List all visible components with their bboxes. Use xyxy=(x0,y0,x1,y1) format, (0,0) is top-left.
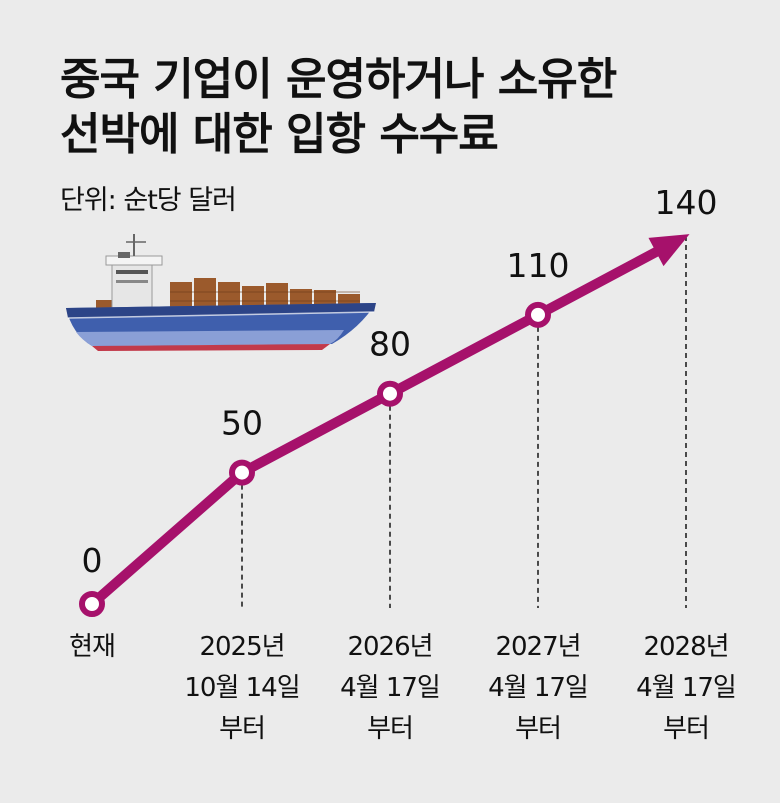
x-tick-label: 2025년 xyxy=(199,632,284,662)
arrowhead-icon xyxy=(648,234,690,267)
x-tick-label: 2027년 xyxy=(495,632,580,662)
chart-title-line-2: 선박에 대한 입항 수수료 xyxy=(60,109,499,160)
data-point xyxy=(377,380,403,407)
data-point xyxy=(229,459,255,486)
chart-title: 중국 기업이 운영하거나 소유한 선박에 대한 입항 수수료 xyxy=(60,52,617,162)
x-tick-label: 2028년 xyxy=(643,632,728,662)
data-label: 80 xyxy=(369,325,411,364)
data-label: 140 xyxy=(655,183,718,222)
chart-title-line-1: 중국 기업이 운영하거나 소유한 xyxy=(60,54,617,105)
x-tick-label: 4월 17일 xyxy=(340,673,440,703)
x-tick-label: 10월 14일 xyxy=(184,673,299,703)
x-tick-label: 4월 17일 xyxy=(636,673,736,703)
x-tick-label: 부터 xyxy=(663,714,709,744)
x-tick-label: 현재 xyxy=(69,632,115,662)
container-ship-icon xyxy=(66,234,376,351)
unit-label: 단위: 순t당 달러 xyxy=(60,185,237,216)
data-label: 110 xyxy=(507,246,570,285)
x-tick-label: 2026년 xyxy=(347,632,432,662)
x-tick-label: 부터 xyxy=(219,714,265,744)
data-label: 50 xyxy=(221,404,263,443)
x-tick-label: 부터 xyxy=(367,714,413,744)
x-tick-label: 4월 17일 xyxy=(488,673,588,703)
data-point xyxy=(525,301,551,328)
data-label: 0 xyxy=(82,541,103,580)
x-tick-label: 부터 xyxy=(515,714,561,744)
data-point xyxy=(79,591,105,617)
